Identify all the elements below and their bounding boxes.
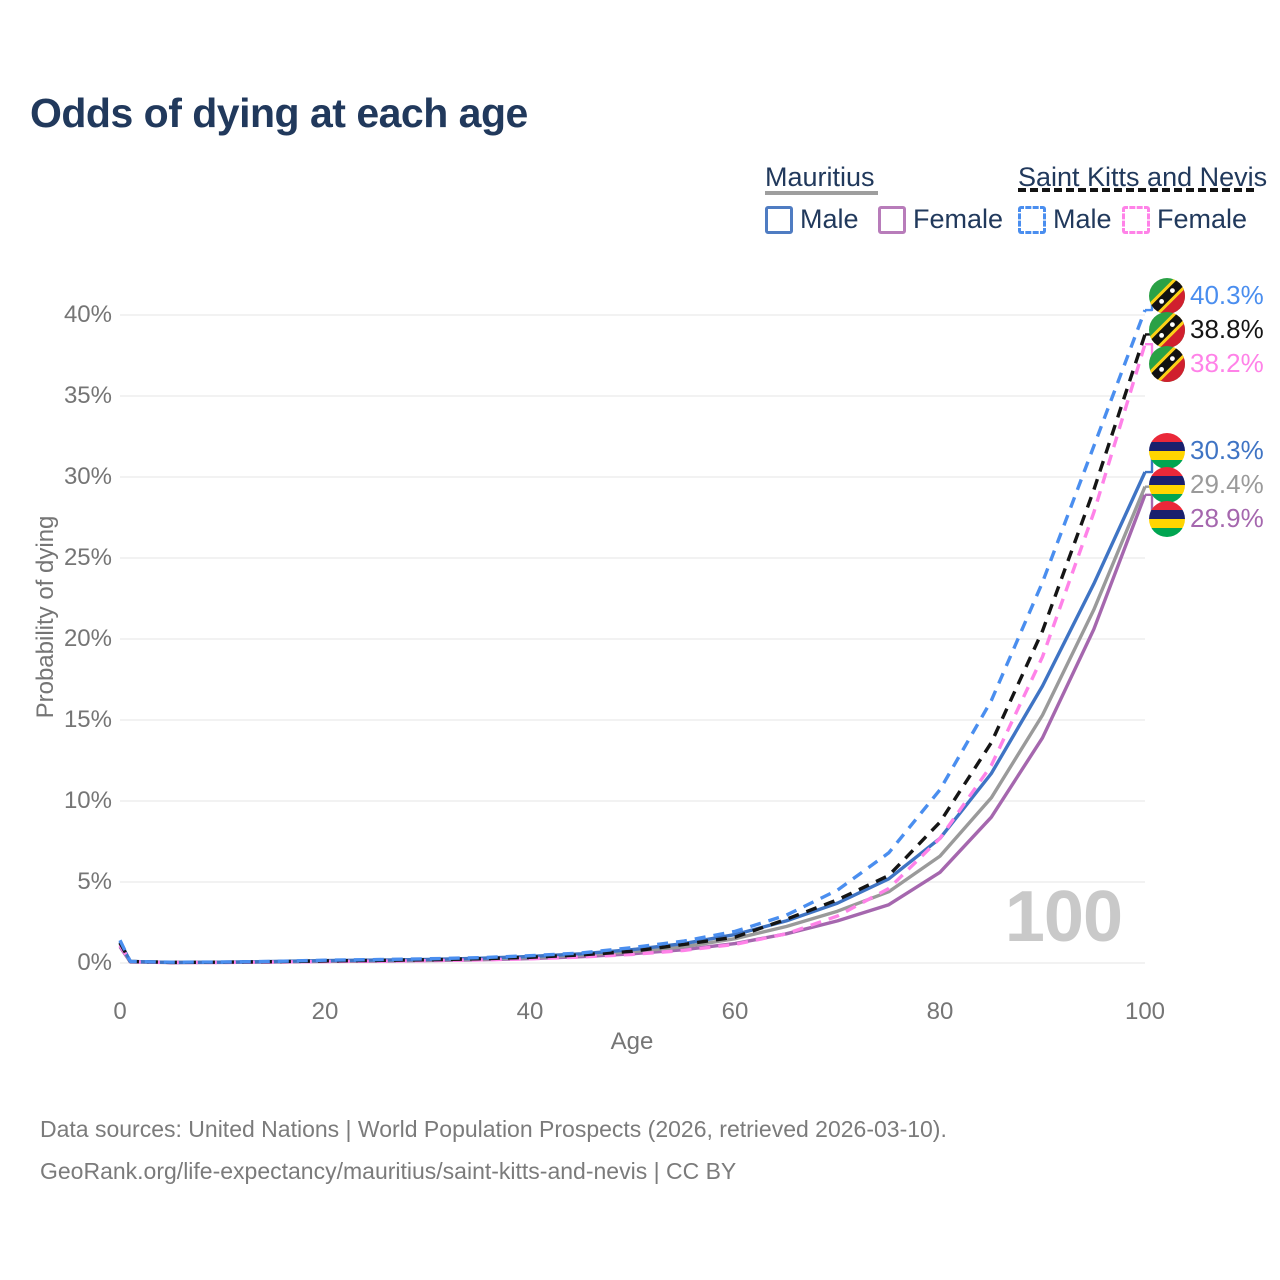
y-tick-35%: 35% [63, 382, 112, 409]
mauritius-flag-icon [1149, 466, 1185, 503]
y-axis-title: Probability of dying [32, 515, 59, 719]
footer-data-sources: Data sources: United Nations | World Pop… [40, 1116, 947, 1142]
hover-age-watermark: 100 [1004, 877, 1123, 957]
end-label-mauritius-female: 28.9% [1149, 500, 1264, 537]
legend-checkbox-skn-female[interactable]: Female [1122, 204, 1247, 235]
y-tick-15%: 15% [63, 706, 112, 733]
series-line-skn-female[interactable] [118, 343, 1147, 965]
mauritius-flag-icon [1149, 432, 1185, 469]
legend-checkbox-mauritius-female[interactable]: Female [878, 204, 1003, 235]
end-label-mauritius-combined: 29.4% [1149, 466, 1264, 503]
end-label-value-skn-female: 38.2% [1190, 348, 1264, 379]
end-label-skn-female: 38.2% [1149, 345, 1264, 382]
footer-attribution: Data sources: United Nations | World Pop… [40, 1108, 947, 1192]
x-tick-40: 40 [516, 998, 544, 1025]
legend-item-label: Male [800, 204, 859, 234]
page-title: Odds of dying at each age [30, 90, 528, 136]
end-label-value-skn-male: 40.3% [1190, 280, 1264, 311]
saint-kitts-and-nevis-flag-icon [1149, 311, 1185, 348]
series-line-skn-combined[interactable] [118, 333, 1147, 965]
x-tick-20: 20 [311, 998, 339, 1025]
legend-checkbox-skn-male[interactable]: Male [1018, 204, 1112, 235]
legend-item-label: Female [1157, 204, 1248, 234]
checkbox-icon[interactable] [1018, 205, 1046, 234]
y-tick-5%: 5% [77, 868, 112, 895]
end-label-value-mauritius-male: 30.3% [1190, 435, 1264, 466]
end-label-value-skn-combined: 38.8% [1190, 314, 1264, 345]
mauritius-flag-icon [1149, 500, 1185, 537]
legend-group-label-saint-kitts-and-nevis: Saint Kitts and Nevis [1018, 162, 1268, 192]
legend-underline-mauritius-solid [765, 191, 878, 195]
footer-url: GeoRank.org/life-expectancy/mauritius/sa… [40, 1158, 737, 1184]
x-tick-60: 60 [721, 998, 749, 1025]
legend-underline-skn-dashed [1018, 188, 1254, 192]
end-label-skn-male: 40.3% [1149, 277, 1264, 314]
checkbox-icon[interactable] [1122, 205, 1150, 234]
saint-kitts-and-nevis-flag-icon [1149, 345, 1185, 382]
y-tick-20%: 20% [63, 625, 112, 652]
end-label-mauritius-male: 30.3% [1149, 432, 1264, 469]
legend-item-label: Female [913, 204, 1004, 234]
x-axis-title: Age [610, 1028, 654, 1055]
legend-item-label: Male [1053, 204, 1112, 234]
legend-checkbox-mauritius-male[interactable]: Male [765, 204, 859, 235]
checkbox-icon[interactable] [878, 205, 906, 234]
series-line-skn-male[interactable] [118, 309, 1147, 964]
checkbox-icon[interactable] [765, 205, 793, 234]
saint-kitts-and-nevis-flag-icon [1149, 277, 1185, 314]
end-label-skn-combined: 38.8% [1149, 311, 1264, 348]
y-tick-30%: 30% [63, 463, 112, 490]
end-label-value-mauritius-female: 28.9% [1190, 503, 1264, 534]
y-tick-25%: 25% [63, 544, 112, 571]
legend-group-label-mauritius: Mauritius [765, 162, 875, 192]
end-label-value-mauritius-combined: 29.4% [1190, 469, 1264, 500]
x-tick-100: 100 [1124, 998, 1166, 1025]
y-tick-0%: 0% [77, 949, 112, 976]
y-tick-10%: 10% [63, 787, 112, 814]
y-tick-40%: 40% [63, 301, 112, 328]
x-tick-80: 80 [926, 998, 954, 1025]
x-tick-0: 0 [113, 998, 127, 1025]
